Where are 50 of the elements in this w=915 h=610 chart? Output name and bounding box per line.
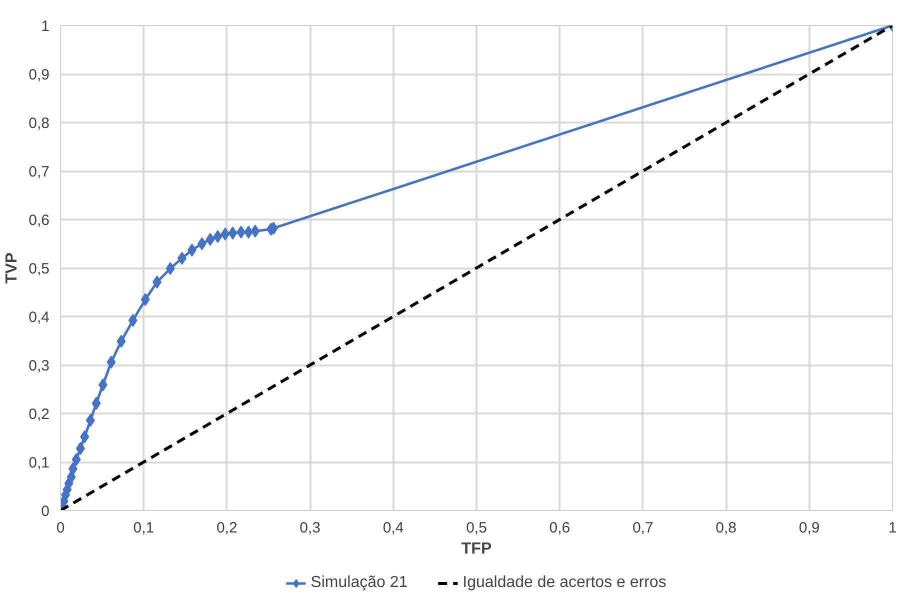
- y-tick-label: 0,5: [28, 260, 50, 278]
- point: [86, 414, 95, 427]
- point: [68, 462, 78, 476]
- x-tick-label: 0,4: [382, 520, 404, 536]
- point: [152, 276, 162, 289]
- y-tick-label: 0,1: [28, 454, 50, 472]
- y-tick-label: 0,4: [28, 309, 50, 326]
- x-tick-label: 0,8: [716, 520, 737, 536]
- y-tick-label: 0: [41, 503, 50, 520]
- point: [98, 378, 108, 392]
- point: [213, 230, 222, 243]
- line-series: [60, 26, 892, 510]
- x-tick-label: 0,2: [216, 520, 238, 536]
- y-tick-label: 0,7: [28, 164, 50, 180]
- y-tick-label: 0,6: [28, 212, 50, 229]
- point: [80, 430, 90, 444]
- point: [250, 224, 260, 238]
- x-tick-label: 0: [56, 520, 65, 536]
- x-axis-title: TFP: [461, 540, 492, 558]
- x-tick-label: 0,1: [133, 520, 154, 536]
- y-tick-label: 1: [41, 18, 50, 35]
- y-tick-label: 0,2: [28, 406, 50, 423]
- y-tick-label: 0,8: [28, 115, 50, 132]
- point: [236, 226, 246, 239]
- y-axis-title: TVP: [4, 252, 21, 284]
- x-tick-label: 0,3: [300, 520, 321, 536]
- point: [177, 252, 186, 265]
- y-tick-label: 0,9: [28, 66, 50, 84]
- point: [116, 334, 126, 348]
- x-tick-label: 0,9: [798, 520, 820, 536]
- point: [72, 453, 81, 466]
- x-tick-label: 1: [888, 520, 897, 536]
- point: [228, 226, 238, 240]
- point: [92, 396, 101, 410]
- point: [206, 232, 215, 246]
- point: [76, 442, 85, 455]
- point: [140, 293, 150, 306]
- point: [220, 228, 230, 241]
- y-tick-label: 0,3: [28, 358, 50, 374]
- legend-label: Igualdade de acertos e erros: [462, 574, 666, 592]
- point: [244, 226, 254, 239]
- point: [128, 314, 138, 327]
- point: [106, 356, 116, 369]
- point: [197, 237, 206, 250]
- x-tick-label: 0,7: [632, 520, 654, 536]
- x-tick-label: 0,6: [549, 520, 570, 536]
- point: [187, 244, 196, 257]
- x-tick-label: 0,5: [466, 520, 487, 536]
- legend-label: Simulação 21: [310, 574, 408, 592]
- point: [166, 262, 175, 275]
